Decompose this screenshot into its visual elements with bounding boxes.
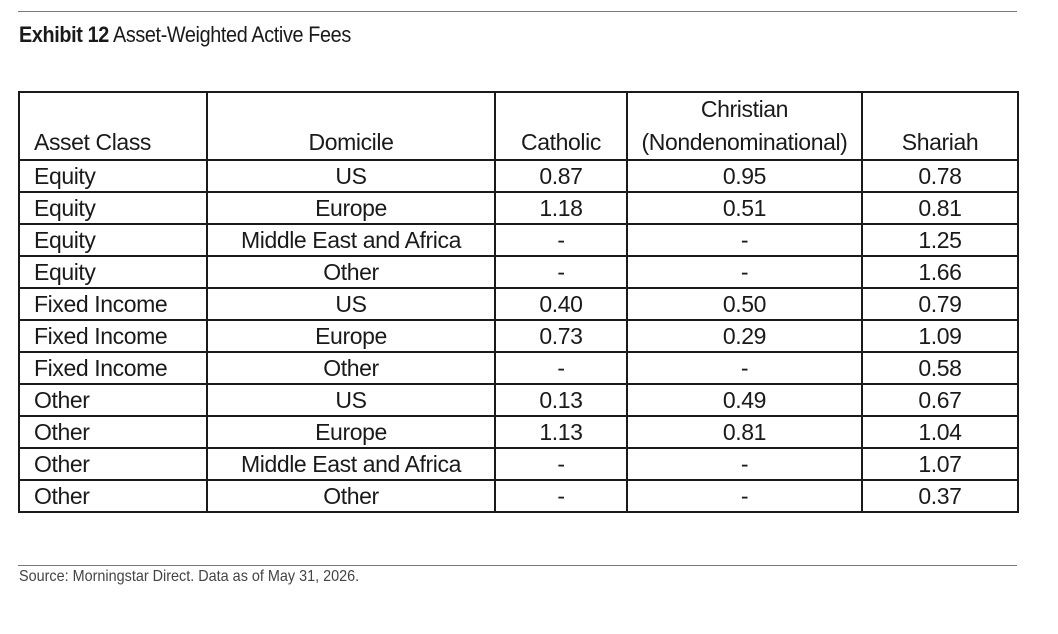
cell-asset-class: Fixed Income [18,351,208,385]
cell-domicile: Middle East and Africa [206,447,496,481]
table-row: Other Other - -0.37 [18,479,1019,513]
cell-domicile: Other [206,351,496,385]
cell-christian: 0.49 [626,383,863,417]
table-row: Equity Other - -1.66 [18,255,1019,289]
fees-table-container: Asset Class Domicile Catholic Christian … [18,91,1019,513]
cell-asset-class: Other [18,479,208,513]
table-row: Other Middle East and Africa - -1.07 [18,447,1019,481]
table-row: Other US 0.13 0.49 0.67 [18,383,1019,417]
cell-domicile: Middle East and Africa [206,223,496,257]
cell-catholic: - [494,447,628,481]
exhibit-title: Exhibit 12 Asset-Weighted Active Fees [19,20,351,50]
cell-christian: - [626,479,863,513]
cell-christian: 0.95 [626,159,863,193]
cell-shariah: 0.58 [861,351,1019,385]
header-christian: Christian (Nondenominational) [626,91,863,161]
cell-shariah: 1.04 [861,415,1019,449]
cell-christian: 0.29 [626,319,863,353]
cell-domicile: Europe [206,319,496,353]
cell-domicile: Other [206,479,496,513]
cell-catholic: - [494,351,628,385]
cell-shariah: 1.25 [861,223,1019,257]
header-catholic: Catholic [494,91,628,161]
cell-christian: 0.51 [626,191,863,225]
header-shariah: Shariah [861,91,1019,161]
cell-domicile: US [206,159,496,193]
cell-shariah: 1.09 [861,319,1019,353]
table-row: Fixed Income Europe 0.73 0.29 1.09 [18,319,1019,353]
cell-asset-class: Other [18,383,208,417]
table-row: Other Europe 1.13 0.81 1.04 [18,415,1019,449]
cell-shariah: 1.66 [861,255,1019,289]
cell-christian: 0.81 [626,415,863,449]
cell-asset-class: Equity [18,159,208,193]
table-row: Fixed Income Other - -0.58 [18,351,1019,385]
cell-catholic: 1.13 [494,415,628,449]
cell-christian: 0.50 [626,287,863,321]
cell-shariah: 0.79 [861,287,1019,321]
cell-shariah: 0.67 [861,383,1019,417]
table-row: Fixed Income US 0.40 0.50 0.79 [18,287,1019,321]
exhibit-title-text: Asset-Weighted Active Fees [112,22,351,47]
cell-catholic: - [494,223,628,257]
cell-domicile: Europe [206,191,496,225]
header-christian-line1: Christian [700,96,789,122]
cell-shariah: 0.81 [861,191,1019,225]
cell-christian: - [626,447,863,481]
source-note: Source: Morningstar Direct. Data as of M… [19,568,360,585]
cell-asset-class: Equity [18,191,208,225]
cell-catholic: - [494,255,628,289]
cell-domicile: Europe [206,415,496,449]
table-body: Equity US 0.87 0.95 0.78 Equity Europe 1.18 0.51… [18,159,1019,513]
cell-asset-class: Fixed Income [18,319,208,353]
cell-catholic: 0.73 [494,319,628,353]
table-row: Equity Middle East and Africa - -1.25 [18,223,1019,257]
cell-asset-class: Equity [18,255,208,289]
cell-asset-class: Equity [18,223,208,257]
table-header-row: Asset Class Domicile Catholic Christian … [18,91,1019,161]
cell-catholic: - [494,479,628,513]
cell-christian: - [626,223,863,257]
header-asset-class: Asset Class [18,91,208,161]
cell-asset-class: Other [18,447,208,481]
table-row: Equity Europe 1.18 0.51 0.81 [18,191,1019,225]
cell-catholic: 0.13 [494,383,628,417]
top-divider [18,11,1017,12]
cell-domicile: US [206,383,496,417]
cell-shariah: 1.07 [861,447,1019,481]
header-domicile: Domicile [206,91,496,161]
table-row: Equity US 0.87 0.95 0.78 [18,159,1019,193]
cell-asset-class: Fixed Income [18,287,208,321]
cell-domicile: US [206,287,496,321]
cell-shariah: 0.78 [861,159,1019,193]
cell-domicile: Other [206,255,496,289]
bottom-divider [18,565,1017,566]
cell-catholic: 1.18 [494,191,628,225]
cell-christian: - [626,255,863,289]
cell-asset-class: Other [18,415,208,449]
cell-catholic: 0.87 [494,159,628,193]
exhibit-number: Exhibit 12 [19,22,109,47]
fees-table: Asset Class Domicile Catholic Christian … [18,91,1019,513]
header-christian-line2: (Nondenominational) [641,129,848,155]
cell-christian: - [626,351,863,385]
cell-catholic: 0.40 [494,287,628,321]
cell-shariah: 0.37 [861,479,1019,513]
